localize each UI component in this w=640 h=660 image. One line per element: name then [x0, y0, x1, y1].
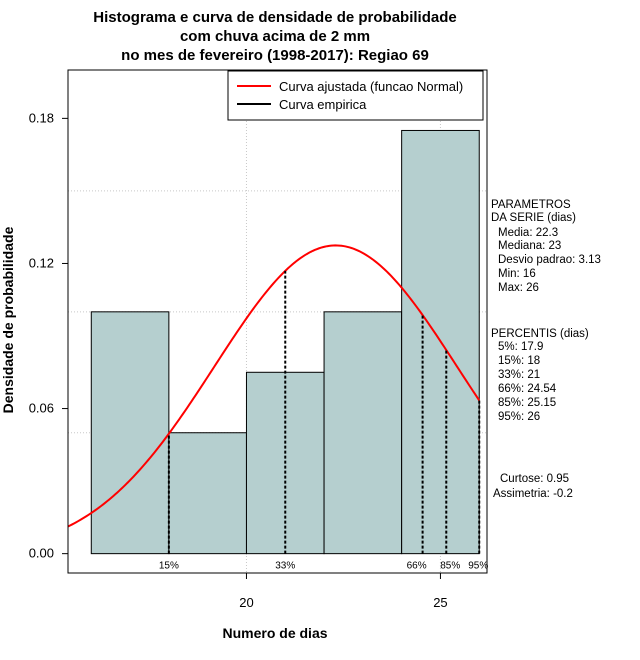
y-tick-label-2: 0.12	[29, 255, 54, 270]
percentil-15: 15%: 18	[498, 355, 540, 367]
y-axis-label: Densidade de probabilidade	[0, 226, 16, 413]
percentil-5: 5%: 17.9	[498, 341, 543, 353]
histogram-bar-0	[90, 311, 170, 555]
param-min: Min: 16	[498, 268, 536, 280]
y-axis: 0.00 0.06 0.12 0.18	[29, 110, 68, 561]
histogram-bar-1	[168, 432, 247, 555]
title-line-3: no mes de fevereiro (1998-2017): Regiao …	[121, 47, 429, 64]
percentile-label-85%: 85%	[440, 561, 460, 572]
percentil-85: 85%: 25.15	[498, 397, 556, 409]
x-axis: 20 25	[239, 573, 448, 610]
title-line-2: com chuva acima de 2 mm	[180, 28, 370, 45]
param-max: Max: 26	[498, 282, 539, 294]
histogram-bar-3	[323, 311, 403, 555]
percentile-label-66%: 66%	[407, 561, 427, 572]
percentil-33: 33%: 21	[498, 369, 540, 381]
parametros-heading-2: DA SERIE (dias)	[491, 212, 576, 224]
percentile-label-33%: 33%	[275, 561, 295, 572]
statistics-panel: PARAMETROS DA SERIE (dias) Media: 22.3 M…	[491, 199, 601, 500]
percentil-95: 95%: 26	[498, 411, 540, 423]
legend-box	[227, 70, 484, 121]
x-axis-label: Numero de dias	[222, 625, 327, 641]
curtose: Curtose: 0.95	[500, 473, 569, 485]
parametros-heading-1: PARAMETROS	[491, 199, 571, 211]
assimetria: Assimetria: -0.2	[493, 488, 573, 500]
x-tick-label-1: 25	[433, 595, 447, 610]
percentis-heading: PERCENTIS (dias)	[491, 328, 589, 340]
fitted-curve-layer	[67, 244, 481, 528]
percentile-label-95%: 95%	[468, 561, 488, 572]
y-tick-label-3: 0.18	[29, 110, 54, 125]
percentile-lines: 15% 33% 66% 85% 95%	[159, 270, 488, 572]
title-line-1: Histograma e curva de densidade de proba…	[93, 9, 456, 26]
x-tick-label-0: 20	[239, 595, 253, 610]
param-media: Media: 22.3	[498, 227, 558, 239]
y-tick-label-1: 0.06	[29, 401, 54, 416]
param-desvio: Desvio padrao: 3.13	[498, 254, 601, 266]
percentile-label-15%: 15%	[159, 561, 179, 572]
plot-frame	[67, 69, 488, 574]
param-mediana: Mediana: 23	[498, 240, 561, 252]
percentil-66: 66%: 24.54	[498, 383, 557, 395]
y-tick-label-0: 0.00	[29, 546, 54, 561]
chart-title: Histograma e curva de densidade de proba…	[93, 9, 456, 64]
legend-empirical-label: Curva empirica	[279, 97, 367, 112]
legend-fitted-label: Curva ajustada (funcao Normal)	[279, 79, 463, 94]
legend: Curva ajustada (funcao Normal) Curva emp…	[227, 70, 484, 121]
fitted-normal-curve	[67, 244, 481, 528]
